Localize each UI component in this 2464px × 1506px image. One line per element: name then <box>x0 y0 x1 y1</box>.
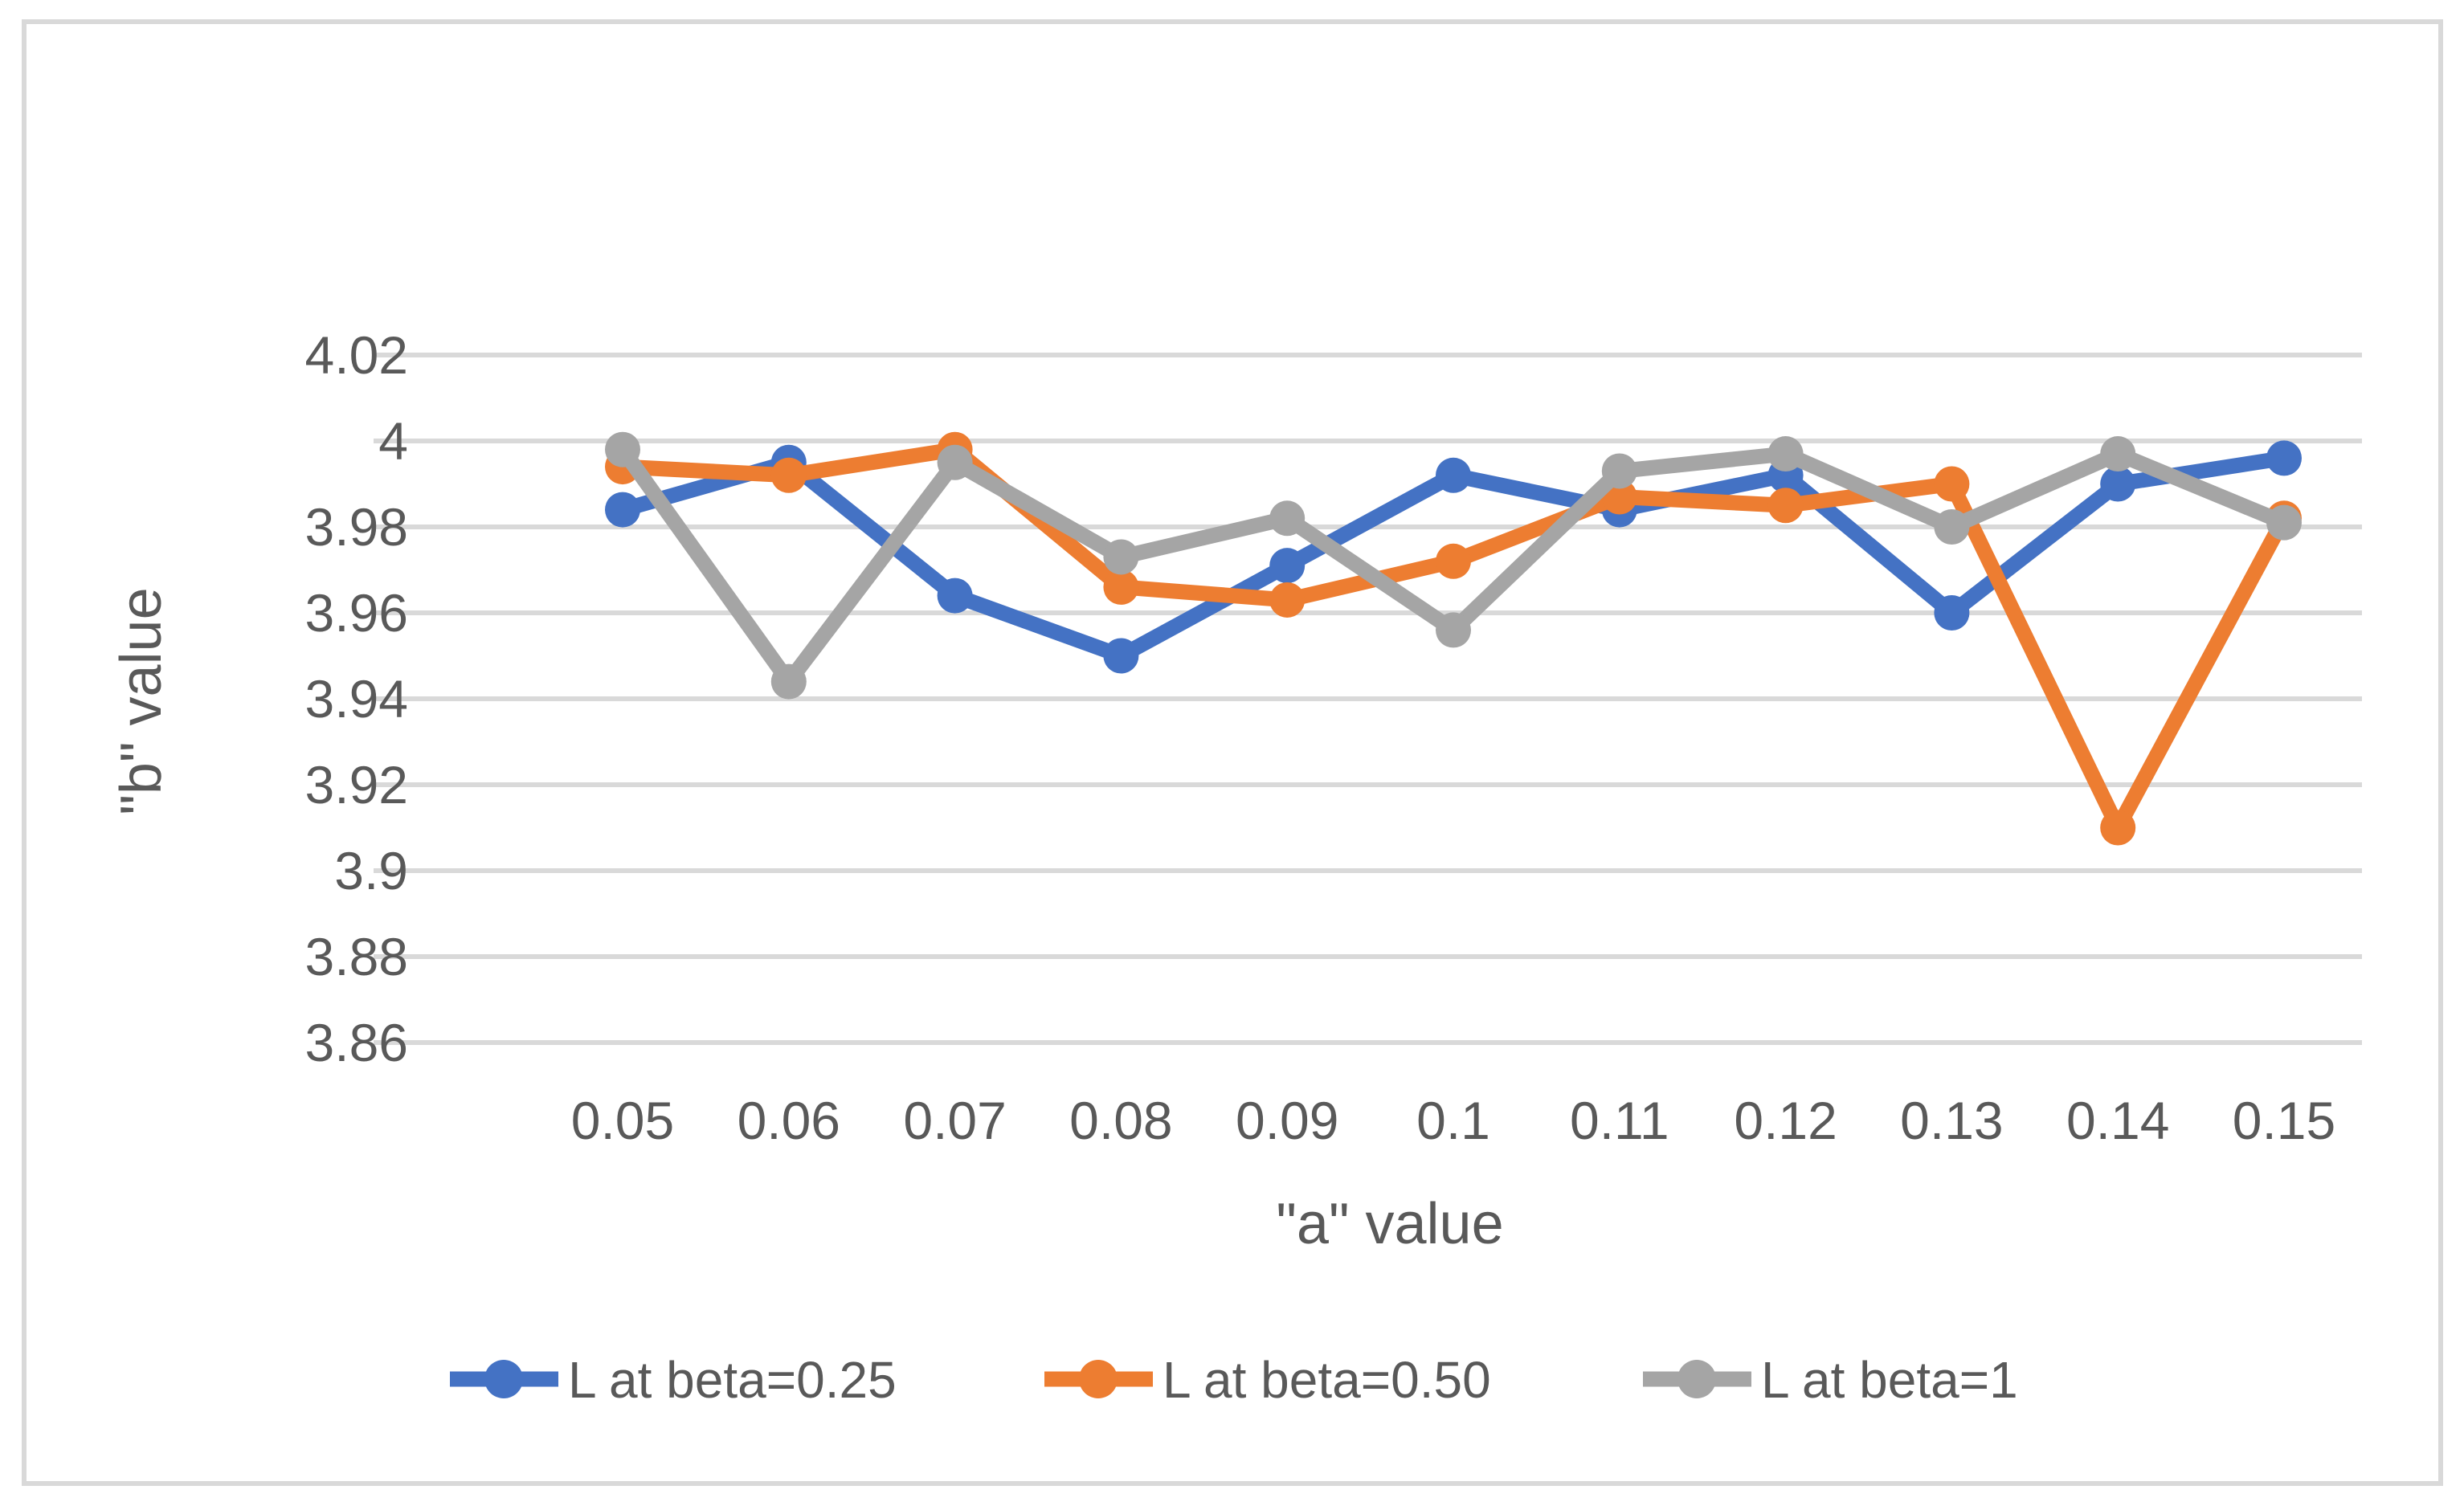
data-point <box>2100 436 2136 472</box>
data-point <box>1767 436 1804 472</box>
x-tick-label: 0.11 <box>1570 1091 1669 1150</box>
x-tick-label: 0.05 <box>571 1091 674 1150</box>
data-point <box>770 663 807 700</box>
x-tick-label: 0.08 <box>1069 1091 1172 1150</box>
x-tick-label: 0.14 <box>2066 1091 2169 1150</box>
y-tick-label: 3.96 <box>305 583 408 643</box>
legend-item: L at beta=1 <box>1643 1351 2018 1409</box>
data-point <box>1934 466 1970 502</box>
y-tick-label: 4.02 <box>305 325 408 385</box>
legend-marker-icon <box>1677 1360 1716 1398</box>
data-point <box>2100 810 2136 846</box>
x-axis-tick-labels: 0.05 0.06 0.07 0.08 0.09 0.1 0.11 0.12 0.13 0.14 0… <box>571 1091 2335 1150</box>
data-point <box>1436 543 1471 579</box>
legend-item: L at beta=0.50 <box>1044 1351 1491 1409</box>
data-point <box>2266 440 2302 476</box>
x-tick-label: 0.13 <box>1900 1091 2003 1150</box>
data-point <box>1436 612 1471 648</box>
x-tick-label: 0.1 <box>1416 1091 1490 1150</box>
data-point <box>1103 539 1139 575</box>
x-tick-label: 0.06 <box>738 1091 840 1150</box>
data-point <box>1269 548 1306 584</box>
x-axis-title: "a" value <box>1276 1192 1503 1256</box>
data-point <box>937 444 973 480</box>
y-tick-label: 3.86 <box>305 1013 408 1072</box>
data-point <box>1103 569 1139 605</box>
data-point <box>1269 500 1306 537</box>
legend-marker-icon <box>1079 1360 1118 1398</box>
gridlines <box>374 353 2362 1045</box>
data-point <box>1601 453 1637 489</box>
data-point <box>1767 488 1804 524</box>
y-axis-title: "b" value <box>109 587 174 814</box>
legend: L at beta=0.25 L at beta=0.50 L at beta=… <box>450 1351 2018 1409</box>
y-tick-label: 4 <box>378 411 408 471</box>
data-point <box>1934 509 1970 545</box>
y-axis-tick-labels: 4.02 4 3.98 3.96 3.94 3.92 3.9 3.88 3.86 <box>305 325 408 1072</box>
legend-marker-icon <box>484 1360 523 1398</box>
data-point <box>605 431 640 467</box>
data-point <box>937 578 973 614</box>
legend-label: L at beta=0.50 <box>1163 1351 1491 1409</box>
y-tick-label: 3.94 <box>305 669 408 729</box>
data-point <box>605 492 640 528</box>
data-point <box>1269 582 1306 618</box>
y-tick-label: 3.98 <box>305 497 408 557</box>
chart-border <box>22 19 2443 1486</box>
series-layer <box>605 431 2302 846</box>
y-tick-label: 3.92 <box>305 755 408 814</box>
data-point <box>770 457 807 493</box>
x-tick-label: 0.15 <box>2233 1091 2335 1150</box>
legend-label: L at beta=0.25 <box>568 1351 897 1409</box>
data-point <box>2100 466 2136 502</box>
legend-label: L at beta=1 <box>1761 1351 2018 1409</box>
x-tick-label: 0.09 <box>1236 1091 1338 1150</box>
x-tick-label: 0.07 <box>903 1091 1006 1150</box>
y-tick-label: 3.88 <box>305 927 408 986</box>
data-point <box>1436 457 1471 493</box>
x-tick-label: 0.12 <box>1734 1091 1837 1150</box>
data-point <box>1103 638 1139 674</box>
legend-item: L at beta=0.25 <box>450 1351 897 1409</box>
y-tick-label: 3.9 <box>334 841 408 900</box>
data-point <box>2266 504 2302 541</box>
data-point <box>1934 595 1970 631</box>
